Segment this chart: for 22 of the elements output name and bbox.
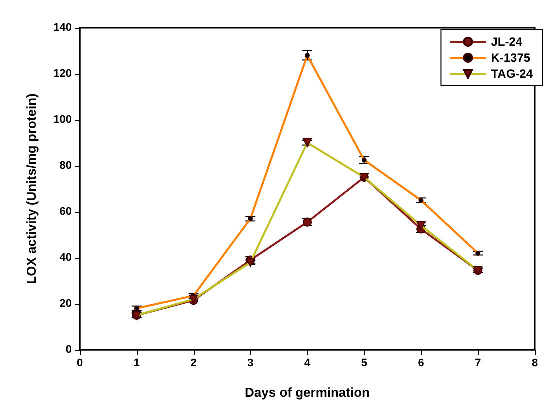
x-axis-title: Days of germination — [245, 385, 370, 400]
legend-label: K-1375 — [491, 51, 531, 65]
y-axis-title: LOX activity (Units/mg protein) — [24, 94, 39, 284]
x-tick-label: 4 — [304, 358, 312, 370]
y-tick-label: 60 — [60, 206, 72, 218]
x-tick-label: 7 — [475, 358, 482, 370]
y-tick-label: 100 — [54, 114, 72, 126]
x-tick-label: 0 — [76, 358, 84, 370]
y-tick-label: 120 — [54, 68, 72, 80]
y-tick-label: 40 — [60, 252, 72, 264]
x-tick-label: 5 — [361, 358, 368, 370]
legend-label: JL-24 — [491, 35, 523, 49]
legend-label: TAG-24 — [491, 67, 534, 81]
y-tick-label: 80 — [60, 160, 72, 172]
y-tick-label: 140 — [54, 22, 72, 34]
x-tick-label: 2 — [190, 358, 197, 370]
x-tick-label: 8 — [532, 358, 538, 370]
x-tick-label: 3 — [248, 358, 254, 370]
y-tick-label: 20 — [60, 298, 72, 310]
x-tick-label: 6 — [418, 358, 424, 370]
x-tick-label: 1 — [134, 358, 140, 370]
y-tick-label: 0 — [66, 344, 72, 356]
